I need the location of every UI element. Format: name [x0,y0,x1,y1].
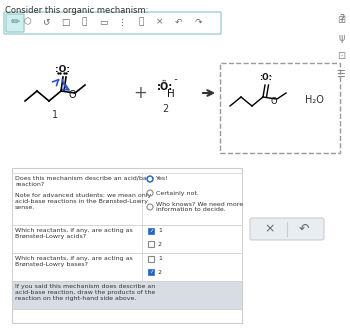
Text: 1: 1 [52,110,58,120]
Text: Which reactants, if any, are acting as
Brønsted-Lowry acids?: Which reactants, if any, are acting as B… [15,228,133,239]
Text: ↶: ↶ [175,17,183,27]
Bar [148,228,154,234]
FancyBboxPatch shape [250,218,324,240]
Bar [12,173,242,225]
Text: O: O [271,96,277,106]
Text: ✓: ✓ [149,229,153,234]
Text: ψ: ψ [339,33,345,43]
Bar [148,269,154,275]
Bar [12,281,242,309]
Text: ⬛: ⬛ [81,17,87,27]
Text: ↷: ↷ [194,17,202,27]
Text: :Ö:: :Ö: [157,82,173,92]
Text: ?: ? [339,14,344,24]
Text: +: + [133,84,147,102]
Text: Does this mechanism describe an acid/base
reaction?

Note for advanced students:: Does this mechanism describe an acid/bas… [15,176,154,210]
Text: ¯: ¯ [268,77,272,83]
Text: ⬡: ⬡ [23,17,31,27]
Text: :O:: :O: [259,73,271,82]
Text: ↶: ↶ [299,222,309,236]
Text: Certainly not.: Certainly not. [156,191,199,195]
Text: 2: 2 [162,104,168,114]
Text: ×: × [156,17,164,27]
Text: ✏: ✏ [10,17,20,27]
Text: Who knows? We need more
information to decide.: Who knows? We need more information to d… [156,202,243,213]
Text: O: O [68,90,76,100]
Text: H₂O: H₂O [304,95,323,105]
Bar [12,225,242,253]
Text: □: □ [61,17,69,27]
Text: ▭: ▭ [99,17,107,27]
Text: H: H [167,89,175,99]
Text: ⊡: ⊡ [337,51,345,61]
Text: Yes!: Yes! [156,176,169,181]
FancyBboxPatch shape [4,12,221,34]
Text: :O:: :O: [55,65,70,74]
Bar [148,256,154,262]
Text: Which reactants, if any, are acting as
Brønsted-Lowry bases?: Which reactants, if any, are acting as B… [15,256,133,267]
Bar [12,253,242,281]
FancyBboxPatch shape [6,14,24,32]
Text: ⋮: ⋮ [118,17,126,27]
Text: ×: × [265,222,275,236]
Bar [148,241,154,247]
Text: ↺: ↺ [42,17,50,27]
Bar [12,168,242,323]
Text: If you said this mechanism does describe an
acid-base reaction, draw the product: If you said this mechanism does describe… [15,284,155,300]
Text: ⌒: ⌒ [138,17,144,27]
Text: 2: 2 [158,270,162,275]
Circle shape [147,176,153,182]
Bar [220,63,340,153]
Text: 1: 1 [158,256,162,261]
Text: Consider this organic mechanism:: Consider this organic mechanism: [5,6,148,15]
Text: 2: 2 [158,241,162,247]
Text: 1: 1 [158,229,162,234]
Text: ✓: ✓ [149,270,153,275]
Text: ☰: ☰ [336,69,345,79]
Text: ⊞: ⊞ [337,15,345,25]
Text: ¯: ¯ [173,79,177,89]
Circle shape [148,177,152,180]
